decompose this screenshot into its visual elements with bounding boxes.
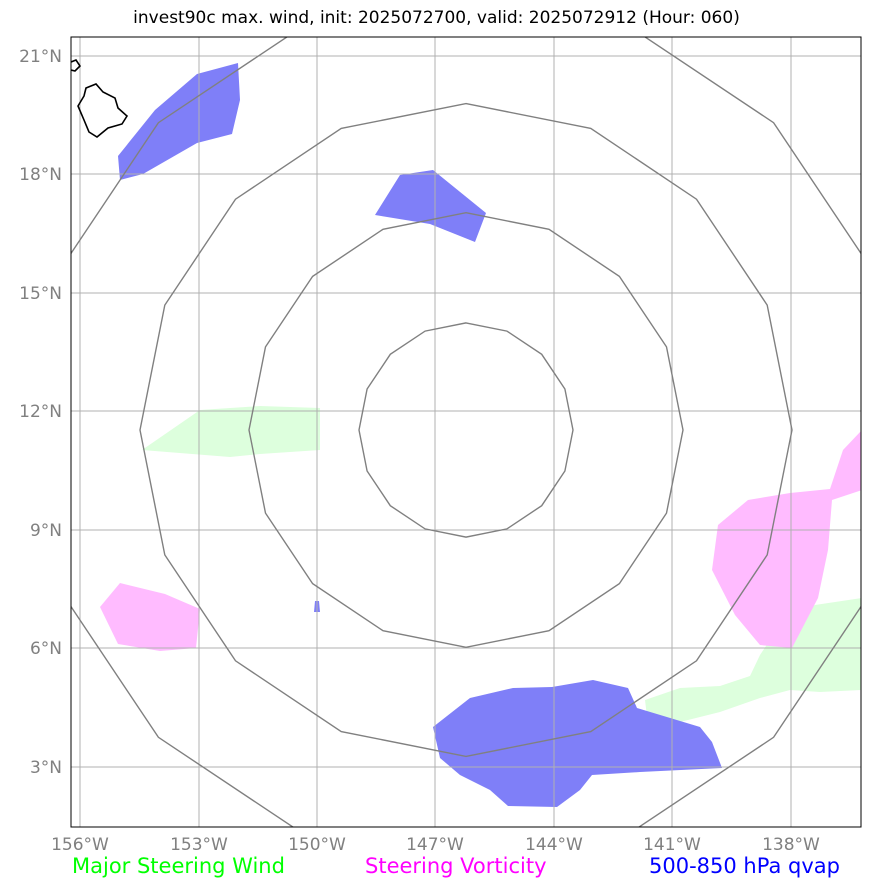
- map-frame: [70, 36, 862, 828]
- lon-label: 147°W: [406, 835, 464, 855]
- steering-vorticity-regions: [100, 431, 861, 651]
- lon-label: 141°W: [643, 835, 701, 855]
- lon-label: 150°W: [288, 835, 346, 855]
- distance-ring-1: [358, 322, 574, 538]
- distance-ring-4: [71, 37, 861, 827]
- lon-label: 144°W: [525, 835, 583, 855]
- steering-wind-region-west: [142, 406, 320, 457]
- lon-label: 138°W: [762, 835, 820, 855]
- lat-label: 18°N: [19, 165, 62, 185]
- qvap-regions: [118, 63, 722, 807]
- lat-label: 12°N: [19, 402, 62, 422]
- steering-wind-region-east: [645, 598, 861, 725]
- lon-label: 156°W: [51, 835, 109, 855]
- distance-ring-3: [139, 102, 793, 758]
- latitude-labels: 21°N 18°N 15°N 12°N 9°N 6°N 3°N: [19, 47, 62, 778]
- qvap-region-south: [433, 680, 722, 807]
- steering-wind-regions: [142, 406, 861, 725]
- lat-label: 15°N: [19, 284, 62, 304]
- lat-label: 3°N: [30, 758, 62, 778]
- steering-vorticity-region-west: [100, 583, 200, 651]
- legend-steering-vorticity: Steering Vorticity: [365, 854, 547, 878]
- map-plot-area: [71, 37, 861, 827]
- distance-ring-2: [248, 211, 684, 649]
- hawaii-coastline: [77, 83, 129, 138]
- legend-steering-wind: Major Steering Wind: [72, 854, 285, 878]
- steering-vorticity-region-east: [712, 431, 861, 648]
- qvap-region-north: [118, 63, 240, 180]
- distance-rings: [71, 37, 861, 827]
- maui-coastline: [71, 59, 82, 72]
- lat-label: 9°N: [30, 521, 62, 541]
- qvap-region-central: [375, 170, 486, 242]
- lat-label: 6°N: [30, 639, 62, 659]
- legend-qvap: 500-850 hPa qvap: [649, 854, 840, 878]
- lat-label: 21°N: [19, 47, 62, 67]
- map-title: invest90c max. wind, init: 2025072700, v…: [133, 8, 740, 28]
- lon-label: 153°W: [170, 835, 228, 855]
- longitude-labels: 156°W 153°W 150°W 147°W 144°W 141°W 138°…: [51, 835, 820, 855]
